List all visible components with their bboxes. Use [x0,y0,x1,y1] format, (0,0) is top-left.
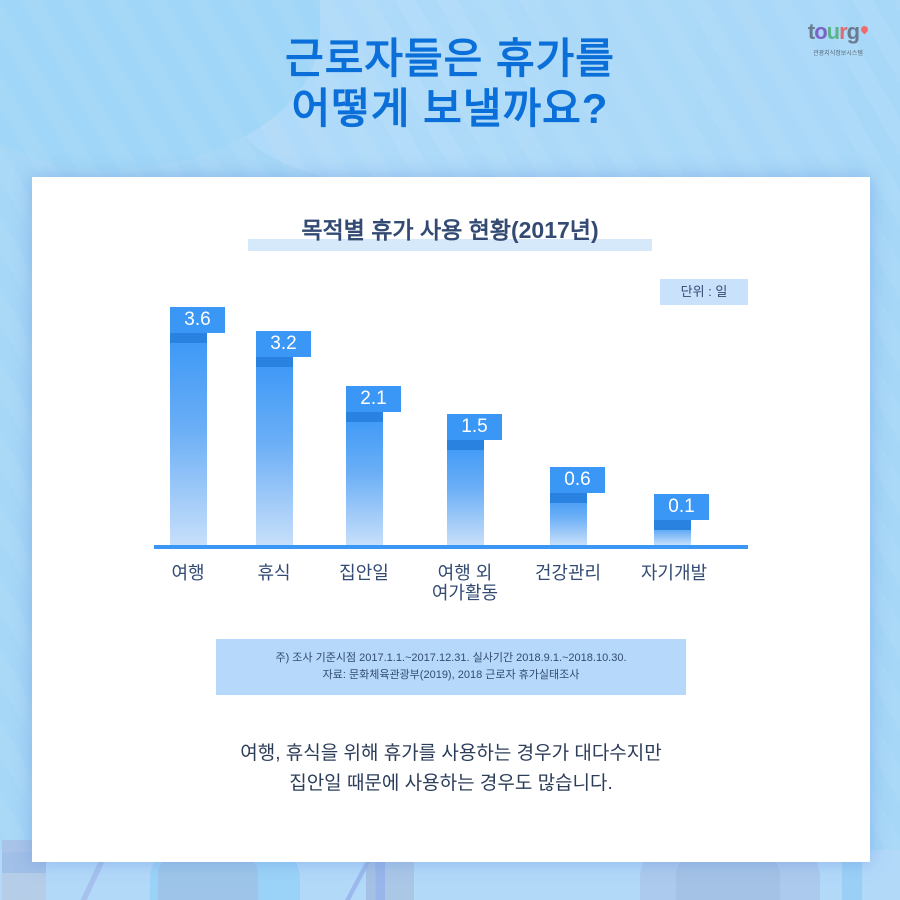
bar-rest [256,357,293,545]
value-label-housework: 2.1 [346,386,401,412]
page-title-line-2: 어떻게 보낼까요? [291,85,609,132]
background-wave [240,0,900,200]
summary-line-2: 집안일 때문에 사용하는 경우도 많습니다. [289,773,613,794]
logo-wordmark: tourg [796,20,880,44]
decor-cup-icon [842,858,862,900]
chart-card: 목적별 휴가 사용 현황(2017년) 단위 : 일 3.6 3.2 2.1 1… [32,177,870,862]
source-note: 주) 조사 기준시점 2017.1.1.~2017.12.31. 실사기간 20… [216,639,686,695]
value-label-health: 0.6 [550,467,605,493]
bar-cap [346,412,383,422]
summary-text: 여행, 휴식을 위해 휴가를 사용하는 경우가 대다수지만 집안일 때문에 사용… [32,739,870,799]
bar-chart: 3.6 3.2 2.1 1.5 0.6 0.1 여행 휴식 집안일 여행 외 여가… [32,177,870,862]
summary-line-1: 여행, 휴식을 위해 휴가를 사용하는 경우가 대다수지만 [240,743,662,764]
category-label-leisure: 여행 외 여가활동 [431,563,499,603]
bar-health [550,493,587,545]
category-label-housework: 집안일 [339,563,389,583]
bar-cap [550,493,587,503]
page-title: 근로자들은 휴가를 어떻게 보낼까요? [0,34,900,134]
category-label-rest: 휴식 [257,563,291,583]
location-pin-icon [859,24,870,35]
category-label-health: 건강관리 [534,563,602,583]
bar-cap [256,357,293,367]
x-axis-line [154,545,748,549]
bar-cap [170,333,207,343]
bar-travel [170,333,207,545]
chart-title-block: 목적별 휴가 사용 현황(2017년) [248,207,652,251]
bar-housework [346,412,383,545]
decor-cushion-icon [158,856,258,900]
category-label-self-development: 자기개발 [640,563,708,583]
unit-label: 단위 : 일 [660,279,748,305]
page-title-line-1: 근로자들은 휴가를 [285,35,615,82]
bar-cap [654,520,691,530]
bar-leisure [447,440,484,545]
source-note-line-2: 자료: 문화체육관광부(2019), 2018 근로자 휴가실태조사 [322,669,580,681]
value-label-rest: 3.2 [256,331,311,357]
logo: tourg 관광지식정보시스템 [796,20,880,57]
logo-subtitle: 관광지식정보시스템 [813,51,863,57]
value-label-leisure: 1.5 [447,414,502,440]
bar-self-development [654,520,691,545]
chart-title-highlight [248,239,652,251]
value-label-travel: 3.6 [170,307,225,333]
bar-cap [447,440,484,450]
category-label-travel: 여행 [171,563,205,583]
source-note-line-1: 주) 조사 기준시점 2017.1.1.~2017.12.31. 실사기간 20… [275,652,627,664]
value-label-self-development: 0.1 [654,494,709,520]
decor-cushion-icon [676,856,780,900]
chart-title: 목적별 휴가 사용 현황(2017년) [301,217,599,243]
